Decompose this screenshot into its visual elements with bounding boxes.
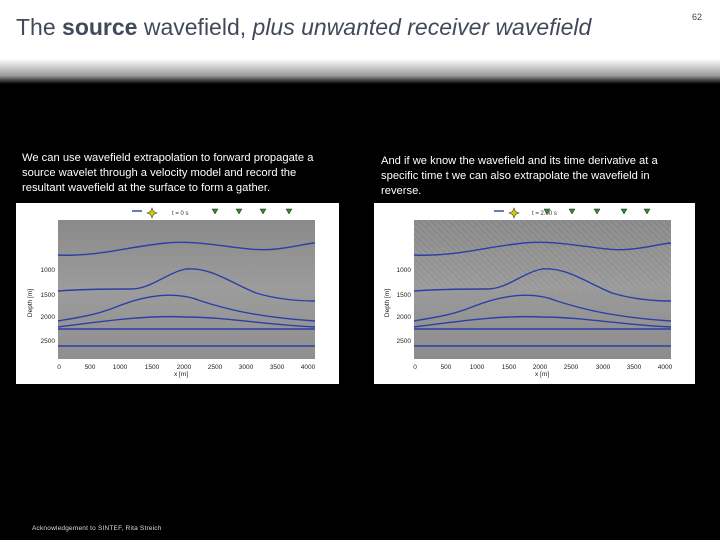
- x-tick-label: 2500: [564, 364, 579, 371]
- y-tick-label: 1500: [41, 292, 56, 299]
- left-figure-svg: t = 0 s 1000 1500 2000 2500 Depth [m] 0 …: [27, 207, 316, 378]
- x-tick-label: 4000: [301, 364, 316, 371]
- x-tick-label: 3500: [270, 364, 285, 371]
- triangle-down-icon: [643, 208, 651, 215]
- horizons: [57, 241, 316, 347]
- horizons: [413, 241, 672, 347]
- x-tick-label: 1000: [113, 364, 128, 371]
- star-burst-icon: [146, 207, 158, 219]
- wavefield-ripples: [414, 220, 671, 290]
- y-tick-label: 1000: [41, 267, 56, 274]
- title-middle: wavefield,: [137, 14, 253, 40]
- slide-title: The source wavefield, plus unwanted rece…: [16, 14, 591, 41]
- x-tick-label: 0: [413, 364, 417, 371]
- slide-header: The source wavefield, plus unwanted rece…: [0, 0, 720, 84]
- y-axis-label: Depth [m]: [27, 289, 34, 317]
- x-tick-label: 1000: [470, 364, 485, 371]
- y-tick-label: 1500: [397, 292, 412, 299]
- time-label: t = 2.00 s: [532, 211, 557, 217]
- x-tick-label: 1500: [502, 364, 517, 371]
- acknowledgement: Acknowledgement to SINTEF, Rita Streich: [32, 525, 162, 532]
- x-tick-label: 3000: [239, 364, 254, 371]
- star-burst-icon: [508, 207, 520, 219]
- y-axis-label: Depth [m]: [384, 289, 391, 317]
- right-figure-svg: t = 2.00 s 1000 1500 2000 2500 Depth [m]…: [384, 207, 673, 378]
- triangle-down-icon: [620, 208, 628, 215]
- x-tick-label: 0: [57, 364, 61, 371]
- x-tick-label: 3500: [627, 364, 642, 371]
- x-axis-label: x [m]: [174, 371, 188, 378]
- triangle-down-icon: [259, 208, 267, 215]
- y-tick-label: 2500: [397, 338, 412, 345]
- y-tick-label: 2000: [397, 314, 412, 321]
- left-figure: t = 0 s 1000 1500 2000 2500 Depth [m] 0 …: [16, 203, 339, 384]
- x-tick-label: 500: [85, 364, 96, 371]
- x-tick-label: 1500: [145, 364, 160, 371]
- x-tick-label: 2500: [208, 364, 223, 371]
- x-tick-label: 2000: [533, 364, 548, 371]
- triangle-down-icon: [593, 208, 601, 215]
- triangle-down-icon: [285, 208, 293, 215]
- triangle-down-icon: [235, 208, 243, 215]
- x-tick-label: 3000: [596, 364, 611, 371]
- title-italic: plus unwanted receiver wavefield: [252, 14, 592, 40]
- x-tick-label: 4000: [658, 364, 673, 371]
- x-tick-label: 500: [441, 364, 452, 371]
- x-tick-label: 2000: [177, 364, 192, 371]
- right-figure: t = 2.00 s 1000 1500 2000 2500 Depth [m]…: [374, 203, 695, 384]
- triangle-down-icon: [543, 208, 551, 215]
- y-tick-label: 1000: [397, 267, 412, 274]
- title-bold: source: [62, 14, 138, 40]
- y-tick-label: 2500: [41, 338, 56, 345]
- slide-number: 62: [691, 12, 702, 22]
- triangle-down-icon: [568, 208, 576, 215]
- left-caption: We can use wavefield extrapolation to fo…: [22, 152, 314, 194]
- triangle-down-icon: [211, 208, 219, 215]
- y-tick-label: 2000: [41, 314, 56, 321]
- time-label: t = 0 s: [172, 211, 189, 217]
- x-axis-label: x [m]: [535, 371, 549, 378]
- title-prefix: The: [16, 14, 63, 40]
- right-caption: And if we know the wavefield and its tim…: [381, 155, 658, 197]
